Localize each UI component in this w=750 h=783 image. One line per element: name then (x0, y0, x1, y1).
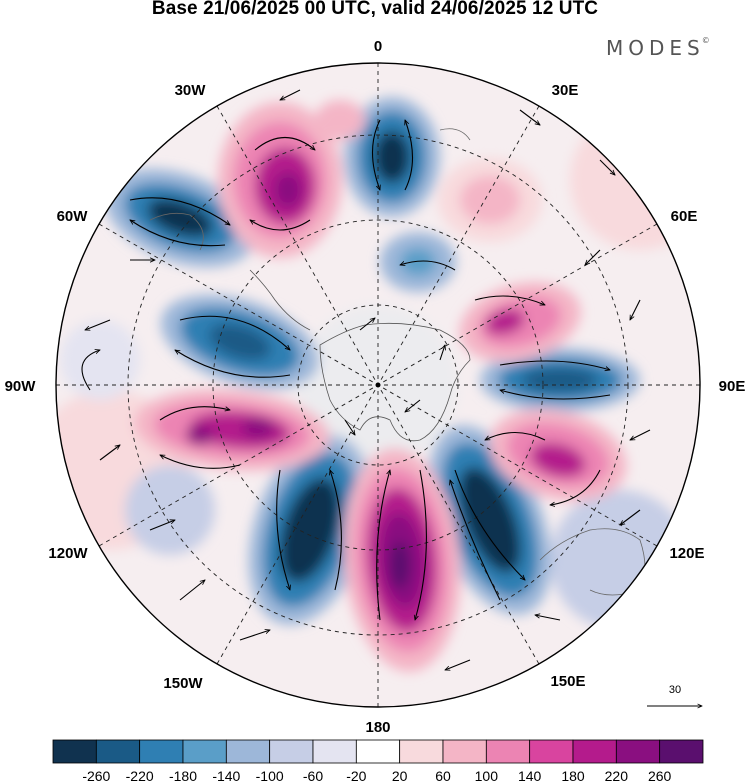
colorbar-swatch (485, 739, 531, 764)
colorbar-swatch (399, 739, 444, 764)
logo-text: MODES (606, 36, 705, 60)
label-lon-60e: 60E (671, 208, 698, 225)
colorbar-tick-label: 260 (648, 768, 672, 783)
colorbar-tick-label: -260 (82, 768, 110, 783)
colorbar-swatch (442, 739, 487, 764)
wind-vectors (81, 89, 651, 670)
logo-mark: © (701, 36, 710, 45)
colorbar-swatch (615, 739, 661, 764)
colorbar-tick-label: 140 (518, 768, 542, 783)
label-lon-180: 180 (365, 719, 390, 736)
label-lon-90w: 90W (5, 378, 37, 395)
colorbar-swatch (572, 739, 617, 764)
colorbar-tick-label: 100 (475, 768, 499, 783)
colorbar-tick-label: -20 (346, 768, 366, 783)
colorbar-swatch (529, 739, 574, 764)
colorbar-swatch (659, 739, 704, 764)
colorbar-swatch (225, 739, 271, 764)
colorbar-tick-label: 60 (435, 768, 451, 783)
label-lon-120w: 120W (48, 545, 88, 562)
colorbar-swatch (269, 739, 314, 764)
reference-vector-label: 30 (669, 684, 681, 696)
label-lon-150w: 150W (163, 675, 203, 692)
colorbar-swatch (355, 739, 401, 764)
label-lon-0: 0 (374, 38, 382, 55)
colorbar-tick-label: 220 (605, 768, 629, 783)
label-lon-60w: 60W (57, 208, 89, 225)
label-lon-150e: 150E (550, 673, 585, 690)
modes-logo: MODES© (606, 36, 710, 60)
colorbar: -260 -220 -180 -140 -100 -60 -20 20 60 100 140 180 2… (52, 739, 704, 783)
label-lon-90e: 90E (719, 378, 746, 395)
colorbar-swatch (52, 739, 97, 764)
colorbar-tick-label: -60 (303, 768, 323, 783)
colorbar-swatch (95, 739, 141, 764)
label-lon-30w: 30W (175, 82, 207, 99)
colorbar-swatch (182, 739, 227, 764)
colorbar-swatch (312, 739, 357, 764)
colorbar-tick-label: 20 (392, 768, 408, 783)
colorbar-tick-label: 180 (561, 768, 585, 783)
colorbar-tick-label: -140 (212, 768, 240, 783)
colorbar-swatch (139, 739, 184, 764)
colorbar-tick-label: -180 (169, 768, 197, 783)
label-lon-120e: 120E (669, 545, 704, 562)
map-title: Base 21/06/2025 00 UTC, valid 24/06/2025… (151, 0, 599, 19)
label-lon-30e: 30E (552, 82, 579, 99)
colorbar-tick-label: -100 (256, 768, 284, 783)
south-pole-marker (375, 382, 381, 388)
map-border (55, 62, 701, 708)
colorbar-tick-label: -220 (126, 768, 154, 783)
